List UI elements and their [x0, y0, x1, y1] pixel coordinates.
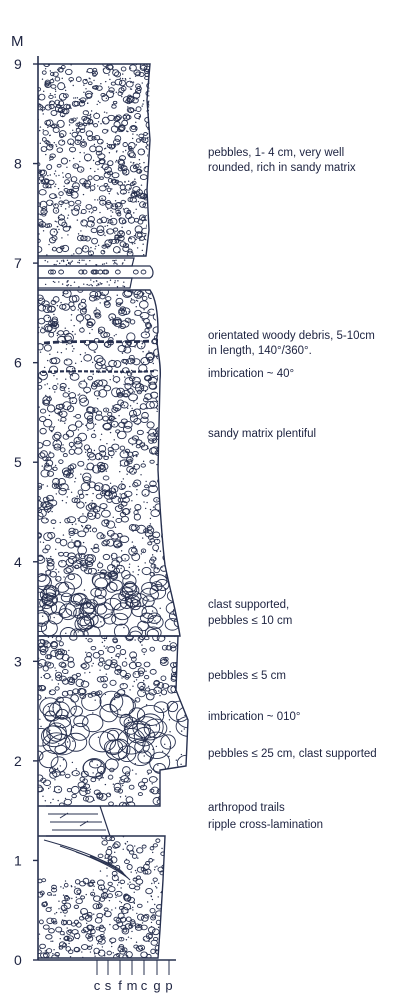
annotation-imbrication-010: imbrication ~ 010°	[208, 711, 301, 723]
grain-size-label: c	[94, 978, 101, 993]
axis-tick-label: 0	[14, 952, 22, 968]
grain-size-label: g	[153, 978, 160, 993]
axis-tick-label: 9	[14, 56, 22, 72]
unit-middle-pebbles	[38, 289, 181, 637]
grain-size-label: s	[105, 978, 112, 993]
annotation-sandy-matrix: sandy matrix plentiful	[208, 428, 316, 440]
axis-tick-label: 2	[14, 753, 22, 769]
annotation-group: pebbles, 1- 4 cm, very well rounded, ric…	[208, 147, 378, 831]
annotation-pebbles-5cm: pebbles ≤ 5 cm	[208, 670, 286, 682]
unit-ripple-sand	[46, 805, 111, 837]
axis-tick-label: 8	[14, 156, 22, 172]
grain-size-label: m	[127, 978, 138, 993]
axis-tick-label: 7	[14, 255, 22, 271]
unit-thin-beds	[38, 257, 154, 289]
axis-tick-label: 3	[14, 653, 22, 669]
grain-size-label: p	[165, 978, 172, 993]
annotation-pebbles-well-rounded: pebbles, 1- 4 cm, very well rounded, ric…	[208, 147, 356, 174]
unit-cross-laminated-base	[38, 835, 166, 959]
axis-tick-label: 5	[14, 454, 22, 470]
axis-tick-label: 1	[14, 852, 22, 868]
grain-size-label: f	[118, 978, 122, 993]
axis-ticks: 0 1 2 3 4 5 6 7 8 9	[14, 56, 38, 968]
grain-size-label: c	[141, 978, 148, 993]
annotation-clast-supported-10cm: clast supported, pebbles ≤ 10 cm	[208, 599, 292, 627]
annotation-arthropod-ripple: arthropod trails ripple cross-lamination	[208, 802, 323, 831]
annotation-imbrication-40: imbrication ~ 40°	[208, 368, 294, 380]
annotation-woody-debris: orientated woody debris, 5-10cm in lengt…	[208, 330, 378, 357]
depth-axis: M 0 1 2 3 4 5 6 7 8 9	[11, 33, 39, 968]
axis-tick-label: 6	[14, 355, 22, 371]
lithology-column	[38, 63, 189, 959]
annotation-pebbles-25cm: pebbles ≤ 25 cm, clast supported	[208, 748, 377, 760]
unit-top-pebbles	[38, 63, 151, 257]
axis-tick-label: 4	[14, 554, 22, 570]
unit-lower-pebbles	[38, 635, 189, 807]
axis-unit-label: M	[11, 33, 24, 50]
